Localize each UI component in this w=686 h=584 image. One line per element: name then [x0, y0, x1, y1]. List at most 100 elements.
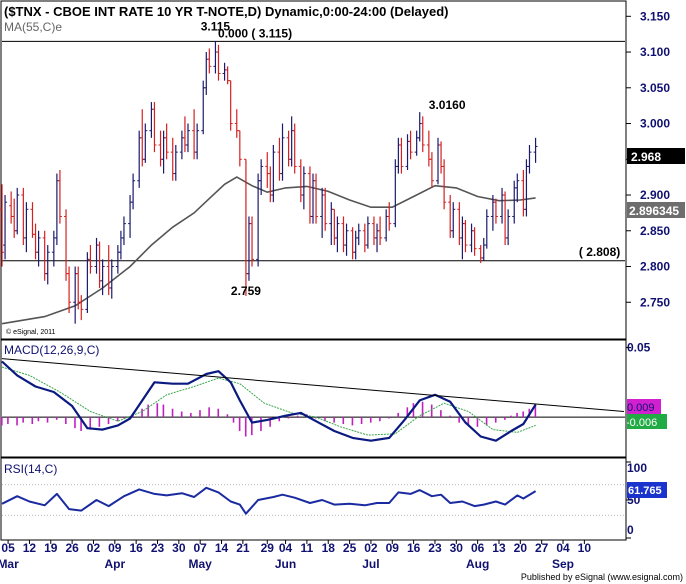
x-tick-label: 27	[535, 541, 549, 555]
x-tick-label: 30	[172, 541, 186, 555]
ohlc-bar	[15, 187, 20, 235]
ohlc-bar	[121, 216, 126, 246]
macd-histogram-bar	[244, 417, 247, 437]
ohlc-bar	[179, 130, 184, 160]
ohlc-bar	[243, 158, 248, 296]
ohlc-bar	[408, 130, 413, 160]
macd-histogram-bar	[360, 417, 363, 425]
ohlc-bar	[118, 230, 123, 260]
macd-histogram-bar	[208, 407, 210, 418]
x-month-label: Jun	[275, 557, 296, 571]
x-tick-label: 23	[428, 541, 442, 555]
x-tick-label: 18	[322, 541, 336, 555]
ohlc-bar	[94, 237, 99, 274]
macd-histogram-bar	[485, 417, 488, 426]
last-price-tag-bg	[627, 148, 685, 164]
macd-histogram-bar	[397, 412, 399, 418]
macd-histogram-bar	[516, 412, 518, 418]
ohlc-bar	[365, 216, 370, 249]
price-y-tick-label: 3.150	[640, 9, 670, 23]
macd-histogram-bar	[7, 417, 9, 425]
ohlc-bar	[280, 123, 285, 181]
ohlc-bar	[350, 227, 355, 260]
ohlc-bar	[393, 159, 398, 228]
ohlc-bar	[335, 216, 340, 253]
price-annotation: 2.759	[231, 284, 261, 298]
ohlc-bar	[24, 202, 29, 253]
ohlc-bar	[500, 187, 505, 224]
ohlc-bar	[79, 295, 84, 321]
ohlc-bar	[33, 223, 38, 260]
x-tick-label: 20	[514, 541, 528, 555]
macd-histogram-bar	[46, 417, 49, 423]
price-y-tick-label: 3.050	[640, 81, 670, 95]
ohlc-bar	[234, 109, 239, 138]
ohlc-bar	[512, 180, 517, 224]
ohlc-bar	[478, 245, 483, 263]
macd-layer: 0.05	[1, 341, 651, 442]
ohlc-bar	[527, 144, 532, 174]
ohlc-bar	[225, 66, 230, 85]
macd-histogram-bar	[226, 414, 229, 418]
macd-histogram-bar	[379, 417, 381, 422]
ohlc-bar	[237, 130, 242, 167]
price-annotation: ( 2.808)	[579, 245, 620, 259]
ohlc-bar	[57, 170, 62, 224]
x-tick-label: 11	[301, 541, 314, 555]
rsi-value-tag-bg	[627, 482, 667, 498]
ohlc-bar	[371, 216, 376, 246]
ohlc-bar	[399, 137, 404, 174]
ohlc-bar	[152, 102, 157, 153]
x-tick-label: 10	[578, 541, 592, 555]
macd-histogram-bar	[260, 417, 262, 431]
macd-value-tag: 0.009	[627, 402, 655, 414]
x-tick-label: 14	[215, 541, 229, 555]
ohlc-bar	[3, 195, 8, 260]
ohlc-bar	[67, 266, 72, 313]
macd-histogram-bar	[388, 417, 390, 419]
ohlc-bar	[344, 223, 349, 256]
macd-histogram-bar	[296, 415, 299, 418]
ohlc-bar	[140, 109, 145, 167]
macd-histogram-bar	[22, 417, 24, 423]
ohlc-bar	[131, 173, 136, 210]
ohlc-bar	[85, 252, 90, 313]
macd-histogram-bar	[190, 412, 192, 418]
ohlc-bar	[30, 202, 35, 238]
ma-line	[1, 176, 536, 325]
ohlc-bar	[182, 116, 187, 153]
macd-histogram-bar	[421, 401, 424, 418]
x-axis-layer: 05 12 19 26 02 09 16 23 30 07 14 21 29 04 11 18 25 02 09 16…	[0, 540, 591, 571]
price-annotation: 3.0160	[429, 98, 466, 112]
x-tick-label: 16	[129, 541, 143, 555]
price-y-tick-label: 3.100	[640, 45, 670, 59]
signal-value-tag: -0.006	[626, 417, 657, 429]
ohlc-bar	[195, 123, 200, 160]
ohlc-bar	[115, 245, 120, 274]
macd-histogram-bar	[333, 417, 335, 423]
ohlc-bar	[64, 209, 69, 281]
macd-histogram-bar	[89, 417, 92, 430]
ohlc-bar	[12, 198, 17, 238]
ohlc-bar	[484, 209, 489, 249]
ma-value-tag-bg	[627, 202, 685, 218]
price-y-tick-label: 2.900	[640, 188, 670, 202]
ohlc-bar	[533, 137, 538, 163]
macd-histogram-bar	[449, 415, 451, 418]
ohlc-bar	[265, 152, 270, 188]
ohlc-bar	[250, 216, 255, 267]
ohlc-bar	[460, 216, 465, 260]
ohlc-bar	[301, 166, 306, 210]
macd-histogram-bar	[217, 408, 220, 418]
ohlc-bar	[405, 134, 410, 170]
ohlc-bar	[88, 245, 93, 274]
macd-histogram-bar	[74, 417, 76, 429]
ohlc-bar	[164, 123, 169, 160]
macd-histogram-bar	[440, 410, 442, 418]
x-tick-label: 07	[194, 541, 208, 555]
macd-histogram-bar	[467, 417, 470, 426]
ohlc-bar	[277, 137, 282, 181]
macd-histogram-bar	[55, 417, 58, 420]
macd-histogram-bar	[324, 417, 326, 422]
